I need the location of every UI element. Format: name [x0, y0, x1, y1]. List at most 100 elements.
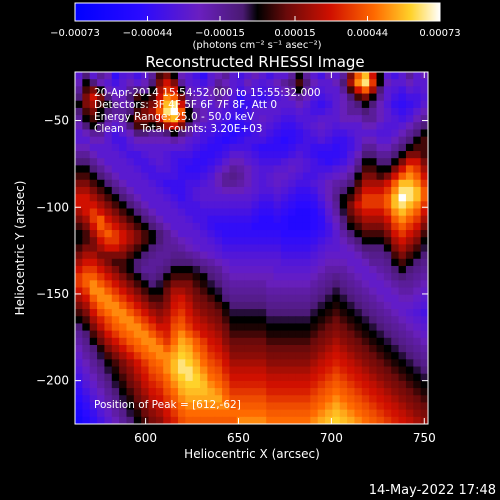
heatmap-cell: [222, 380, 231, 389]
heatmap-cell: [207, 79, 216, 87]
heatmap-cell: [310, 258, 319, 267]
heatmap-cell: [258, 237, 267, 245]
heatmap-cell: [104, 388, 113, 396]
heatmap-cell: [244, 380, 253, 389]
heatmap-cell: [236, 237, 245, 245]
heatmap-cell: [141, 179, 150, 188]
heatmap-cell: [302, 280, 311, 289]
heatmap-cell: [317, 186, 326, 195]
heatmap-cell: [391, 280, 400, 289]
heatmap-cell: [369, 93, 378, 102]
heatmap-cell: [82, 215, 91, 224]
heatmap-cell: [398, 165, 407, 174]
heatmap-cell: [141, 79, 150, 87]
heatmap-cell: [302, 301, 311, 310]
heatmap-cell: [148, 222, 157, 231]
heatmap-cell: [258, 402, 267, 411]
heatmap-cell: [258, 72, 267, 80]
heatmap-cell: [391, 122, 400, 131]
heatmap-cell: [273, 115, 282, 123]
heatmap-cell: [82, 366, 91, 375]
heatmap-cell: [310, 416, 319, 424]
heatmap-cell: [163, 107, 172, 116]
heatmap-cell: [163, 301, 172, 310]
colorbar-tick-label: −0.00073: [50, 28, 100, 39]
annotation-energy-range: Energy Range: 25.0 - 50.0 keV: [94, 111, 255, 123]
heatmap-cell: [148, 359, 157, 368]
heatmap-cell: [339, 115, 348, 123]
heatmap-cell: [133, 230, 142, 238]
heatmap-cell: [251, 309, 260, 317]
heatmap-cell: [361, 79, 370, 87]
heatmap-cell: [89, 122, 98, 131]
heatmap-cell: [89, 93, 98, 102]
heatmap-cell: [332, 158, 341, 166]
heatmap-cell: [258, 230, 267, 238]
heatmap-cell: [325, 344, 333, 353]
heatmap-cell: [354, 165, 363, 174]
heatmap-cell: [214, 287, 223, 296]
heatmap-cell: [405, 186, 414, 195]
heatmap-cell: [177, 402, 186, 411]
heatmap-cell: [288, 201, 297, 210]
heatmap-cell: [97, 301, 106, 310]
heatmap-cell: [376, 172, 385, 181]
heatmap-cell: [361, 287, 370, 296]
heatmap-cell: [192, 359, 201, 368]
heatmap-cell: [361, 301, 370, 310]
heatmap-cell: [104, 344, 113, 353]
heatmap-cell: [82, 208, 91, 217]
heatmap-cell: [185, 380, 194, 389]
heatmap-cell: [141, 265, 150, 274]
heatmap-cell: [325, 265, 333, 274]
colorbar-ticks: −0.00073 −0.00044 −0.00015 0.00015 0.00044 0.…: [50, 16, 461, 39]
heatmap-cell: [236, 265, 245, 274]
heatmap-cell: [111, 251, 120, 260]
heatmap-cell: [214, 100, 223, 109]
heatmap-cell: [75, 359, 83, 368]
heatmap-cell: [369, 258, 378, 267]
heatmap-cell: [111, 72, 120, 80]
heatmap-cell: [347, 143, 356, 152]
heatmap-cell: [376, 409, 385, 418]
heatmap-cell: [398, 72, 407, 80]
heatmap-cell: [177, 416, 186, 424]
heatmap-cell: [361, 265, 370, 274]
heatmap-cell: [369, 388, 378, 396]
heatmap-cell: [133, 179, 142, 188]
heatmap-cell: [325, 294, 333, 303]
heatmap-cell: [214, 186, 223, 195]
heatmap-cell: [325, 352, 333, 360]
heatmap-cell: [361, 100, 370, 109]
heatmap-cell: [141, 280, 150, 289]
heatmap-cell: [229, 143, 238, 152]
heatmap-cell: [361, 251, 370, 260]
heatmap-cell: [141, 237, 150, 245]
heatmap-cell: [302, 294, 311, 303]
heatmap-cell: [207, 194, 216, 202]
heatmap-cell: [75, 330, 83, 339]
heatmap-cell: [280, 129, 289, 138]
heatmap-cell: [236, 172, 245, 181]
heatmap-cell: [133, 251, 142, 260]
heatmap-cell: [185, 194, 194, 202]
heatmap-cell: [369, 251, 378, 260]
heatmap-cell: [391, 388, 400, 396]
heatmap-cell: [177, 373, 186, 382]
heatmap-cell: [126, 251, 135, 260]
heatmap-cell: [222, 416, 231, 424]
heatmap-cell: [354, 107, 363, 116]
heatmap-cell: [266, 366, 275, 375]
heatmap-cell: [369, 201, 378, 210]
heatmap-cell: [163, 208, 172, 217]
heatmap-cell: [310, 352, 319, 360]
heatmap-cell: [163, 151, 172, 159]
heatmap-cell: [369, 136, 378, 145]
heatmap-cell: [325, 323, 333, 332]
heatmap-cell: [177, 323, 186, 332]
heatmap-cell: [420, 273, 428, 281]
heatmap-cell: [251, 215, 260, 224]
heatmap-cell: [207, 380, 216, 389]
heatmap-cell: [361, 237, 370, 245]
heatmap-cell: [354, 344, 363, 353]
